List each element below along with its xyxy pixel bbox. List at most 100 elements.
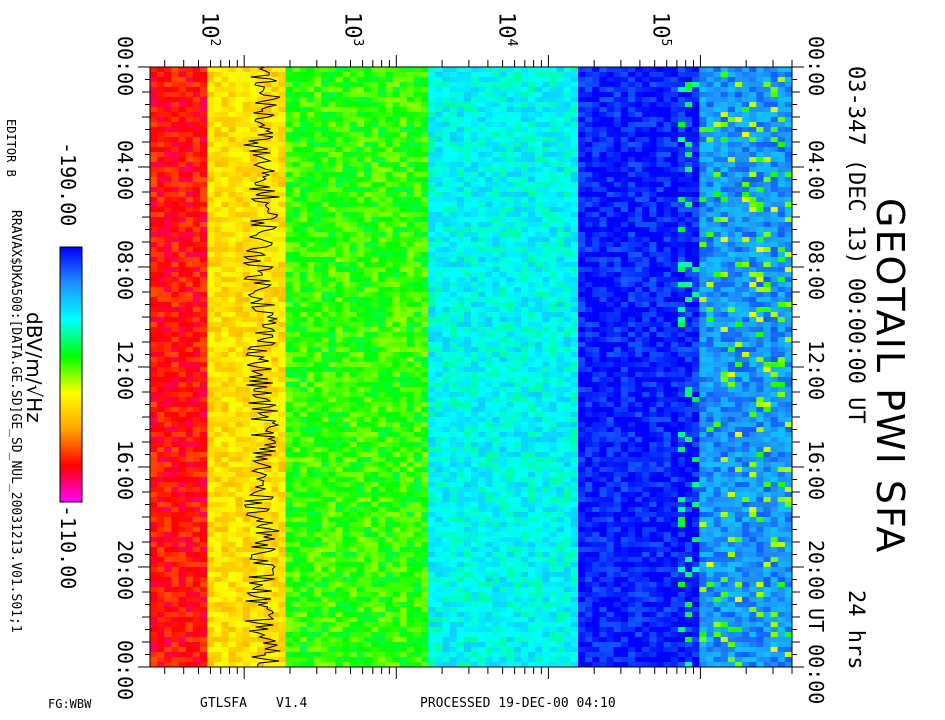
- spectrogram-cell: [449, 262, 458, 268]
- spectrogram-cell: [535, 267, 543, 273]
- spectrogram-cell: [371, 162, 379, 168]
- spectrogram-cell: [563, 122, 572, 128]
- spectrogram-cell: [663, 142, 672, 148]
- spectrogram-cell: [242, 232, 251, 238]
- spectrogram-cell: [399, 332, 408, 338]
- spectrogram-cell: [185, 222, 194, 228]
- spectrogram-cell: [492, 187, 501, 193]
- spectrogram-cell: [528, 242, 536, 248]
- spectrogram-cell: [199, 327, 208, 333]
- spectrogram-cell: [663, 267, 672, 273]
- spectrogram-cell: [670, 132, 679, 138]
- spectrogram-cell: [428, 287, 436, 293]
- spectrogram-cell: [171, 72, 180, 78]
- spectrogram-cell: [627, 257, 636, 263]
- spectrogram-cell: [556, 232, 565, 238]
- spectrogram-cell: [413, 137, 422, 143]
- spectrogram-cell: [321, 287, 329, 293]
- spectrogram-cell: [235, 227, 244, 233]
- spectrogram-cell: [692, 182, 700, 188]
- spectrogram-cell: [649, 332, 658, 338]
- spectrogram-cell: [642, 72, 650, 78]
- spectrogram-cell: [413, 307, 422, 313]
- spectrogram-cell: [171, 202, 180, 208]
- spectrogram-cell: [513, 287, 522, 293]
- spectrogram-cell: [349, 147, 358, 153]
- spectrogram-cell: [513, 277, 522, 283]
- spectrogram-cell: [763, 212, 772, 218]
- spectrogram-cell: [742, 262, 750, 268]
- spectrogram-cell: [442, 142, 451, 148]
- spectrogram-cell: [378, 127, 386, 133]
- spectrogram-cell: [520, 257, 529, 263]
- spectrogram-cell: [192, 317, 201, 323]
- spectrogram-cell: [214, 182, 222, 188]
- spectrogram-cell: [784, 147, 792, 153]
- spectrogram-cell: [756, 297, 765, 303]
- spectrogram-cell: [199, 272, 208, 278]
- spectrogram-cell: [299, 262, 308, 268]
- spectrogram-cell: [164, 122, 172, 128]
- spectrogram-cell: [770, 162, 779, 168]
- spectrogram-cell: [570, 317, 579, 323]
- spectrogram-cell: [563, 127, 572, 133]
- spectrogram-cell: [713, 322, 722, 328]
- spectrogram-cell: [406, 212, 415, 218]
- spectrogram-cell: [428, 102, 436, 108]
- spectrogram-cell: [242, 192, 251, 198]
- spectrogram-cell: [492, 197, 501, 203]
- spectrogram-cell: [171, 82, 180, 88]
- spectrogram-cell: [642, 167, 650, 173]
- spectrogram-cell: [164, 302, 172, 308]
- spectrogram-cell: [442, 112, 451, 118]
- spectrogram-cell: [257, 232, 265, 238]
- spectrogram-cell: [306, 147, 315, 153]
- spectrogram-cell: [592, 222, 600, 228]
- spectrogram-cell: [513, 257, 522, 263]
- spectrogram-cell: [150, 167, 158, 173]
- spectrogram-cell: [578, 302, 586, 308]
- spectrogram-cell: [449, 152, 458, 158]
- spectrogram-cell: [235, 202, 244, 208]
- spectrogram-cell: [471, 202, 479, 208]
- spectrogram-cell: [371, 242, 379, 248]
- spectrogram-cell: [620, 327, 629, 333]
- spectrogram-cell: [713, 122, 722, 128]
- spectrogram-cell: [578, 82, 586, 88]
- spectrogram-cell: [692, 217, 700, 223]
- spectrogram-cell: [292, 77, 301, 83]
- spectrogram-cell: [734, 232, 743, 238]
- spectrogram-cell: [663, 322, 672, 328]
- spectrogram-cell: [542, 257, 551, 263]
- spectrogram-cell: [342, 72, 351, 78]
- spectrogram-cell: [656, 202, 665, 208]
- spectrogram-cell: [749, 307, 757, 313]
- spectrogram-cell: [421, 157, 429, 163]
- spectrogram-cell: [663, 237, 672, 243]
- spectrogram-cell: [349, 337, 358, 343]
- spectrogram-cell: [321, 207, 329, 213]
- spectrogram-cell: [192, 77, 201, 83]
- spectrogram-cell: [620, 202, 629, 208]
- spectrogram-cell: [157, 162, 165, 168]
- spectrogram-cell: [556, 297, 565, 303]
- spectrogram-cell: [770, 232, 779, 238]
- spectrogram-cell: [392, 202, 401, 208]
- spectrogram-cell: [235, 72, 244, 78]
- spectrogram-cell: [392, 172, 401, 178]
- spectrogram-cell: [613, 67, 622, 73]
- spectrogram-cell: [456, 77, 465, 83]
- spectrogram-cell: [207, 177, 215, 183]
- spectrogram-cell: [150, 122, 158, 128]
- spectrogram-cell: [563, 307, 572, 313]
- spectrogram-cell: [585, 312, 593, 318]
- spectrogram-cell: [556, 142, 565, 148]
- spectrogram-cell: [520, 267, 529, 273]
- spectrogram-cell: [214, 217, 222, 223]
- spectrogram-cell: [306, 267, 315, 273]
- spectrogram-cell: [620, 112, 629, 118]
- spectrogram-cell: [763, 87, 772, 93]
- spectrogram-cell: [328, 122, 337, 128]
- spectrogram-cell: [335, 112, 344, 118]
- spectrogram-cell: [563, 262, 572, 268]
